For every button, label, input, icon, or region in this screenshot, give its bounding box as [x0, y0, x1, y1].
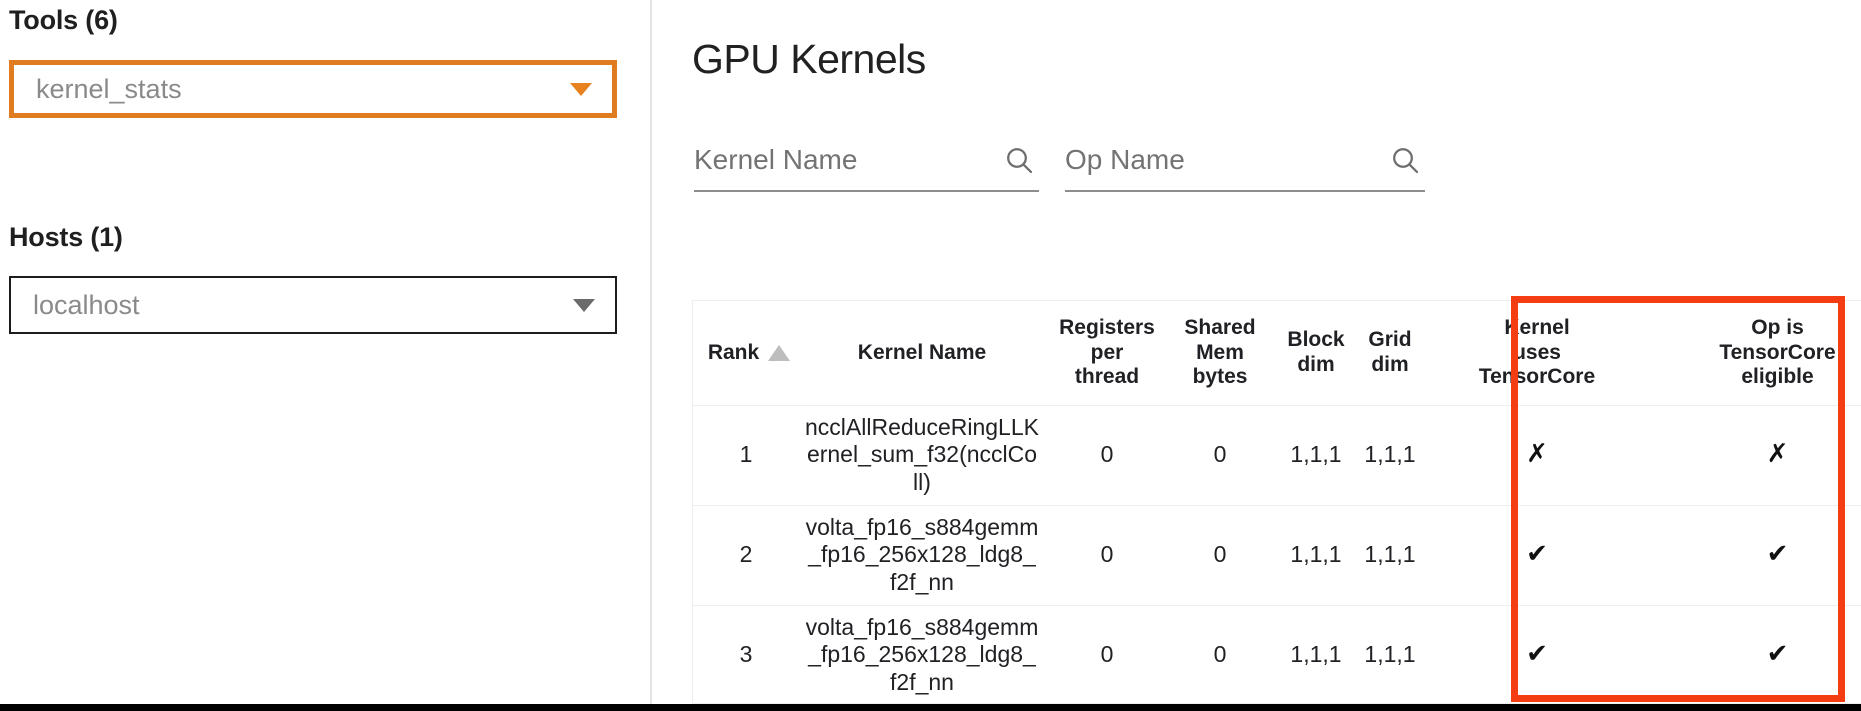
cell-shared-mem-bytes: 0 — [1169, 405, 1271, 506]
triangle-up-icon[interactable] — [768, 344, 791, 361]
column-header-kernel-name[interactable]: Kernel Name — [799, 301, 1045, 406]
header-line: dim — [1297, 352, 1335, 376]
header-line: thread — [1074, 364, 1140, 388]
main-panel: GPU Kernels Kernel Name Op Name — [654, 0, 1861, 711]
table-row[interactable]: 2 volta_fp16_s884gemm_fp16_256x128_ldg8_… — [693, 505, 1861, 606]
header-line: bytes — [1192, 364, 1248, 388]
sidebar: Tools (6) kernel_stats Hosts (1) localho… — [0, 0, 652, 711]
op-name-search-input[interactable]: Op Name — [1065, 144, 1185, 175]
column-header-kernel-name-label: Kernel Name — [857, 340, 987, 364]
cell-rank: 3 — [693, 605, 799, 703]
header-line: TensorCore — [1478, 364, 1596, 388]
column-header-grid-dim[interactable]: Grid dim — [1361, 301, 1419, 406]
cell-rank: 1 — [693, 405, 799, 506]
cell-grid-dim: 1,1,1 — [1361, 605, 1419, 703]
kernel-name-search-field[interactable]: Kernel Name — [694, 140, 1039, 192]
table-header-row: Rank Kernel Name Registers per thread — [693, 301, 1861, 406]
cell-rank: 2 — [693, 505, 799, 606]
cell-shared-mem-bytes: 0 — [1169, 605, 1271, 703]
tools-section-label: Tools (6) — [9, 5, 118, 35]
header-line: Block — [1287, 328, 1345, 352]
hosts-dropdown-value: localhost — [33, 289, 140, 320]
check-icon: ✔ — [1526, 539, 1548, 570]
cell-grid-dim: 1,1,1 — [1361, 405, 1419, 506]
table-header: Rank Kernel Name Registers per thread — [693, 301, 1861, 406]
kernel-name-search-input[interactable]: Kernel Name — [694, 144, 858, 175]
cell-registers-per-thread: 0 — [1045, 605, 1169, 703]
cell-kernel-name: volta_fp16_s884gemm_fp16_256x128_ldg8_f2… — [799, 605, 1045, 703]
header-line: eligible — [1741, 364, 1814, 388]
tools-dropdown[interactable]: kernel_stats — [9, 60, 617, 118]
header-line: Mem — [1196, 340, 1244, 364]
cell-kernel-name: ncclAllReduceRingLLKernel_sum_f32(ncclCo… — [799, 405, 1045, 506]
header-line: TensorCore — [1719, 340, 1836, 364]
cell-op-is-tensorcore-eligible: ✔ — [1655, 605, 1861, 703]
cell-block-dim: 1,1,1 — [1271, 505, 1361, 606]
header-line: uses — [1513, 340, 1561, 364]
chevron-down-icon — [570, 82, 592, 96]
page-title: GPU Kernels — [692, 36, 926, 82]
header-line: Kernel — [1504, 316, 1570, 340]
column-header-rank-label: Rank — [707, 340, 760, 364]
column-header-op-is-tensorcore-eligible[interactable]: Op is TensorCore eligible — [1655, 301, 1861, 406]
header-line: Shared — [1184, 316, 1256, 340]
tools-dropdown-value: kernel_stats — [36, 73, 182, 104]
header-line: Grid — [1368, 328, 1412, 352]
cell-grid-dim: 1,1,1 — [1361, 505, 1419, 606]
column-header-kernel-uses-tensorcore[interactable]: Kernel uses TensorCore — [1419, 301, 1655, 406]
header-line: Registers — [1059, 316, 1155, 340]
cell-shared-mem-bytes: 0 — [1169, 505, 1271, 606]
cross-icon: ✗ — [1526, 439, 1548, 470]
search-icon[interactable] — [1003, 144, 1035, 181]
header-line: Op is — [1751, 316, 1804, 340]
column-header-rank[interactable]: Rank — [693, 301, 799, 406]
hosts-section-label: Hosts (1) — [9, 222, 123, 252]
gpu-kernels-table-container[interactable]: Rank Kernel Name Registers per thread — [692, 300, 1861, 704]
op-name-search-field[interactable]: Op Name — [1065, 140, 1425, 192]
cell-kernel-uses-tensorcore: ✔ — [1419, 505, 1655, 606]
cell-block-dim: 1,1,1 — [1271, 605, 1361, 703]
check-icon: ✔ — [1766, 539, 1789, 570]
cell-op-is-tensorcore-eligible: ✔ — [1655, 505, 1861, 606]
table-row[interactable]: 1 ncclAllReduceRingLLKernel_sum_f32(nccl… — [693, 405, 1861, 506]
cell-block-dim: 1,1,1 — [1271, 405, 1361, 506]
cell-kernel-name: volta_fp16_s884gemm_fp16_256x128_ldg8_f2… — [799, 505, 1045, 606]
cell-kernel-uses-tensorcore: ✔ — [1419, 605, 1655, 703]
cell-registers-per-thread: 0 — [1045, 405, 1169, 506]
check-icon: ✔ — [1766, 639, 1789, 670]
cell-registers-per-thread: 0 — [1045, 505, 1169, 606]
gpu-kernels-table: Rank Kernel Name Registers per thread — [693, 301, 1861, 703]
header-line: dim — [1371, 352, 1409, 376]
cell-op-is-tensorcore-eligible: ✗ — [1655, 405, 1861, 506]
bottom-bar — [0, 704, 1861, 711]
header-line: per — [1090, 340, 1124, 364]
column-header-shared-mem-bytes[interactable]: Shared Mem bytes — [1169, 301, 1271, 406]
hosts-dropdown[interactable]: localhost — [9, 276, 617, 334]
column-header-registers-per-thread[interactable]: Registers per thread — [1045, 301, 1169, 406]
cross-icon: ✗ — [1766, 439, 1789, 470]
search-icon[interactable] — [1389, 144, 1421, 181]
cell-kernel-uses-tensorcore: ✗ — [1419, 405, 1655, 506]
column-header-block-dim[interactable]: Block dim — [1271, 301, 1361, 406]
table-row[interactable]: 3 volta_fp16_s884gemm_fp16_256x128_ldg8_… — [693, 605, 1861, 703]
table-body: 1 ncclAllReduceRingLLKernel_sum_f32(nccl… — [693, 405, 1861, 703]
chevron-down-icon — [573, 298, 595, 312]
check-icon: ✔ — [1526, 639, 1548, 670]
